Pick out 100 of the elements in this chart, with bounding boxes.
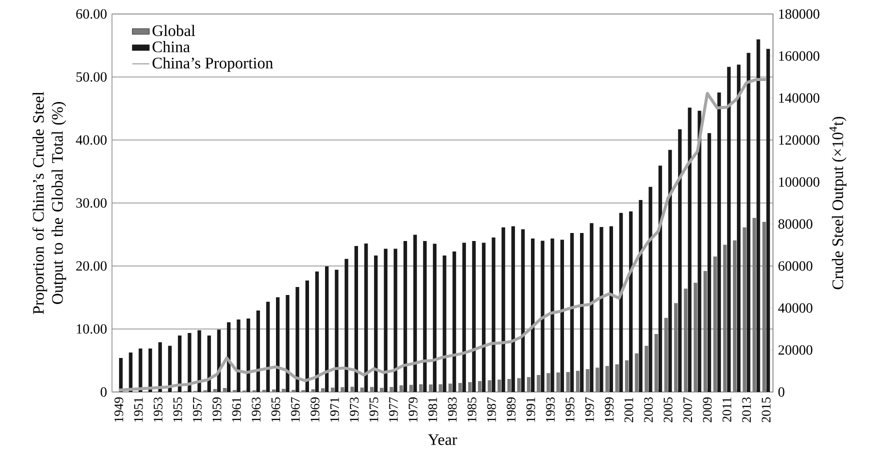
bar: [236, 320, 240, 392]
x-tick-label: 1965: [271, 397, 280, 422]
bar: [128, 352, 132, 392]
x-tick-label: 1957: [192, 397, 202, 422]
bar: [625, 360, 629, 392]
x-tick-label: 2013: [742, 397, 751, 422]
bar: [384, 248, 388, 392]
y2-tick-label: 160000: [779, 51, 820, 61]
bar: [600, 226, 604, 392]
y2-tick-label: 140000: [779, 93, 820, 103]
bar: [266, 302, 270, 392]
x-axis-title: Year: [428, 434, 458, 446]
bar: [704, 271, 708, 392]
x-tick-label: 1983: [448, 397, 457, 422]
bar: [619, 212, 623, 392]
x-tick-label: 1999: [604, 397, 614, 422]
bar: [334, 270, 338, 392]
x-tick-label: 1985: [468, 397, 476, 422]
bar: [448, 384, 452, 392]
x-tick-label: 2001: [624, 398, 634, 422]
bar: [305, 280, 310, 392]
bar: [380, 388, 384, 392]
bar: [168, 346, 172, 392]
bar: [222, 388, 227, 392]
x-tick-label: 1975: [369, 397, 378, 422]
bar: [340, 387, 344, 392]
bar: [350, 386, 354, 392]
bar: [370, 386, 374, 392]
x-tick-label: 1955: [173, 397, 182, 422]
bar: [360, 388, 364, 392]
bar: [419, 384, 423, 392]
bar: [698, 110, 702, 392]
bar: [746, 52, 750, 392]
x-tick-label: 1981: [428, 398, 438, 422]
bar: [550, 238, 554, 392]
y2-tick-label: 20000: [778, 345, 812, 355]
bar: [629, 211, 633, 392]
legend-label: Global: [152, 24, 196, 36]
bar: [664, 318, 668, 392]
y-tick-label: 60.00: [76, 9, 107, 19]
bar: [752, 218, 756, 392]
x-tick-label: 1951: [134, 398, 143, 422]
y-axis-title: Proportion of China’s Crude Steel Output to the Global Total (%): [32, 92, 66, 314]
bar: [570, 233, 574, 392]
bar: [732, 240, 737, 392]
bar: [502, 227, 506, 392]
legend-label: China: [152, 41, 190, 52]
x-tick-label: 2007: [683, 397, 692, 422]
x-tick-label: 1961: [232, 398, 241, 422]
bar: [442, 255, 446, 392]
bar: [576, 370, 580, 392]
bar: [364, 244, 368, 392]
bar: [276, 297, 280, 392]
bar: [560, 240, 564, 392]
x-tick-label: 1963: [252, 397, 261, 422]
bar: [727, 66, 731, 392]
bar: [482, 242, 486, 392]
bar: [282, 388, 286, 392]
bar: [596, 368, 600, 392]
bar: [674, 303, 678, 392]
x-tick-label: 1995: [566, 397, 574, 422]
bar: [325, 266, 329, 392]
bar: [658, 166, 662, 392]
y-tick-label: 40.00: [76, 135, 107, 145]
bar: [580, 233, 584, 392]
bar: [198, 330, 202, 392]
x-tick-label: 1979: [408, 397, 418, 422]
bar: [590, 223, 594, 392]
y2-tick-label: 0: [778, 387, 784, 397]
x-tick-label: 2011: [722, 398, 732, 422]
bar: [644, 346, 648, 392]
bar: [468, 382, 472, 392]
bar: [648, 186, 652, 392]
bar: [566, 372, 570, 392]
x-tick-label: 1989: [506, 397, 516, 422]
bar: [536, 374, 540, 392]
bar: [723, 244, 727, 392]
y2-tick-label: 60000: [778, 261, 812, 271]
bar: [678, 129, 682, 392]
bar: [638, 200, 642, 392]
bar: [492, 237, 496, 392]
bar: [330, 388, 334, 392]
bar: [272, 389, 276, 392]
x-tick-label: 2015: [762, 397, 771, 422]
bar: [315, 271, 319, 392]
bar: [462, 242, 466, 392]
bar: [526, 377, 531, 392]
bar: [354, 246, 358, 392]
x-tick-label: 1977: [389, 397, 398, 422]
bar: [438, 384, 442, 392]
x-tick-label: 1991: [526, 398, 536, 422]
bar: [713, 256, 717, 392]
bar: [246, 318, 250, 392]
bar: [296, 287, 300, 392]
x-tick-label: 1987: [487, 397, 496, 422]
bar: [158, 342, 162, 392]
bar: [609, 226, 614, 392]
bar: [321, 388, 325, 392]
y-tick-label: 30.00: [76, 198, 107, 208]
x-tick-label: 1973: [350, 397, 359, 422]
